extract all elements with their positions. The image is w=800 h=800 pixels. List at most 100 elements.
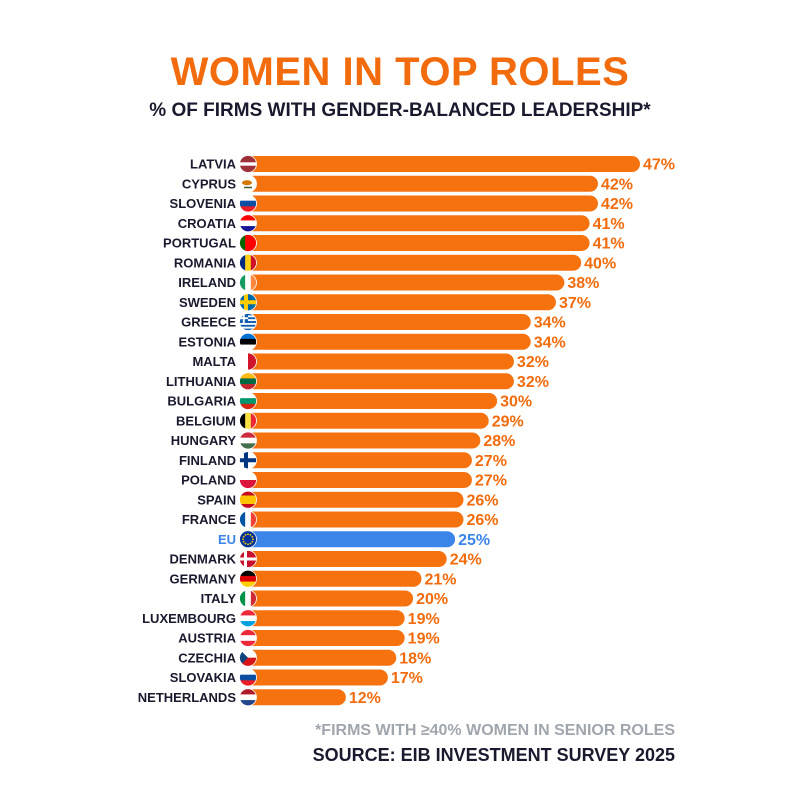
cyprus-flag-icon <box>239 174 257 193</box>
category-label: LITHUANIA <box>166 374 237 389</box>
category-label: AUSTRIA <box>178 631 236 646</box>
greece-flag-icon <box>239 313 257 331</box>
category-label: LATVIA <box>190 157 237 172</box>
bar-spain <box>245 491 464 508</box>
value-label: 27% <box>475 473 507 490</box>
austria-flag-icon <box>239 629 257 647</box>
germany-flag-icon <box>239 569 257 588</box>
value-label: 21% <box>424 571 456 588</box>
category-label: LUXEMBOURG <box>142 611 236 626</box>
value-label: 41% <box>593 216 625 233</box>
category-label: GERMANY <box>170 571 237 586</box>
lithuania-flag-icon <box>239 372 257 391</box>
category-label: MALTA <box>192 354 236 369</box>
value-label: 26% <box>467 512 499 529</box>
bar-croatia <box>245 215 590 232</box>
bar-greece <box>245 314 531 330</box>
category-label: SLOVENIA <box>170 196 237 211</box>
ireland-flag-icon <box>239 273 257 292</box>
bar-romania <box>245 254 582 271</box>
value-label: 29% <box>492 413 524 430</box>
category-label: HUNGARY <box>171 433 237 448</box>
value-label: 32% <box>517 354 549 371</box>
bar-estonia <box>245 333 531 350</box>
estonia-flag-icon <box>239 332 257 351</box>
category-label: SLOVAKIA <box>170 670 237 685</box>
bar-hungary <box>245 432 481 449</box>
value-label: 47% <box>643 157 675 174</box>
bar-sweden <box>245 294 556 311</box>
value-label: 28% <box>483 433 515 450</box>
value-label: 41% <box>593 236 625 253</box>
sweden-flag-icon <box>239 293 257 312</box>
portugal-flag-icon <box>239 234 257 252</box>
luxembourg-flag-icon <box>239 609 257 628</box>
value-label: 18% <box>399 650 431 667</box>
bar-portugal <box>245 235 590 251</box>
category-label: CZECHIA <box>178 650 236 665</box>
category-label: SWEDEN <box>179 295 236 310</box>
category-label: CYPRUS <box>182 176 237 191</box>
bar-denmark <box>245 551 447 567</box>
chart-subtitle: % OF FIRMS WITH GENDER-BALANCED LEADERSH… <box>149 100 651 121</box>
denmark-flag-icon <box>239 550 257 568</box>
category-label: FRANCE <box>182 512 236 527</box>
value-label: 30% <box>500 394 532 411</box>
czechia-flag-icon <box>239 648 257 667</box>
bar-slovenia <box>245 195 598 212</box>
bulgaria-flag-icon <box>239 392 257 410</box>
bar-austria <box>245 630 405 646</box>
malta-flag-icon <box>239 352 257 371</box>
value-label: 12% <box>349 690 381 707</box>
value-label: 40% <box>584 255 616 272</box>
value-label: 27% <box>475 453 507 470</box>
category-label: GREECE <box>181 315 236 330</box>
chart-title: WOMEN IN TOP ROLES <box>170 50 630 94</box>
eu-flag-icon <box>239 530 257 549</box>
italy-flag-icon <box>239 589 257 608</box>
value-label: 42% <box>601 176 633 193</box>
value-label: 34% <box>534 334 566 351</box>
category-label: BELGIUM <box>176 413 236 428</box>
category-label: PORTUGAL <box>163 236 236 251</box>
slovenia-flag-icon <box>239 194 257 213</box>
bar-poland <box>245 472 472 488</box>
category-label: ESTONIA <box>178 334 236 349</box>
bar-netherlands <box>245 689 346 706</box>
croatia-flag-icon <box>239 214 257 233</box>
value-label: 25% <box>458 532 490 549</box>
bar-luxembourg <box>245 610 405 627</box>
bar-czechia <box>245 649 397 666</box>
value-label: 38% <box>567 275 599 292</box>
category-label: EU <box>218 532 236 547</box>
bar-latvia <box>245 156 640 172</box>
latvia-flag-icon <box>239 155 257 173</box>
value-label: 24% <box>450 552 482 569</box>
bar-cyprus <box>245 175 598 192</box>
source-note: SOURCE: EIB INVESTMENT SURVEY 2025 <box>312 745 675 765</box>
value-label: 32% <box>517 374 549 391</box>
bar-lithuania <box>245 373 514 390</box>
category-label: FINLAND <box>179 453 236 468</box>
category-label: POLAND <box>181 473 236 488</box>
category-label: SPAIN <box>197 492 236 507</box>
value-label: 19% <box>408 631 440 648</box>
poland-flag-icon <box>239 471 257 489</box>
bar-malta <box>245 353 514 370</box>
france-flag-icon <box>239 510 257 529</box>
footnote: *FIRMS WITH ≥40% WOMEN IN SENIOR ROLES <box>315 722 675 739</box>
category-label: CROATIA <box>178 216 237 231</box>
category-label: NETHERLANDS <box>138 690 237 705</box>
finland-flag-icon <box>239 451 257 470</box>
bar-eu <box>245 531 456 548</box>
category-label: IRELAND <box>178 275 236 290</box>
value-label: 42% <box>601 196 633 213</box>
bar-bulgaria <box>245 393 498 409</box>
category-label: ROMANIA <box>174 255 237 270</box>
bar-france <box>245 511 464 528</box>
bar-italy <box>245 590 414 607</box>
category-label: BULGARIA <box>167 394 236 409</box>
value-label: 19% <box>408 611 440 628</box>
bar-finland <box>245 452 472 469</box>
